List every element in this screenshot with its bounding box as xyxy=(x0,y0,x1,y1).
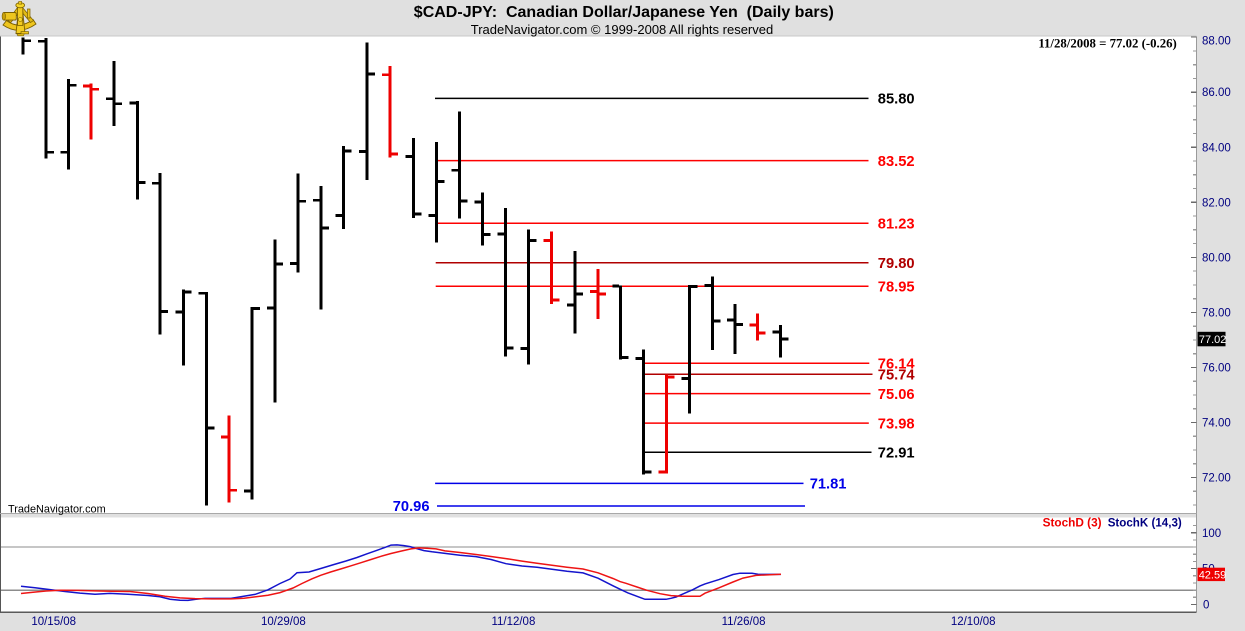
svg-text:70.96: 70.96 xyxy=(393,499,430,515)
svg-text:76.14: 76.14 xyxy=(878,357,916,373)
svg-text:88.00: 88.00 xyxy=(1202,36,1231,48)
svg-text:11/26/08: 11/26/08 xyxy=(722,616,766,628)
svg-text:0: 0 xyxy=(1203,600,1209,612)
svg-text:100: 100 xyxy=(1202,528,1221,540)
svg-text:71.81: 71.81 xyxy=(810,477,847,493)
svg-text:10/15/08: 10/15/08 xyxy=(31,616,76,628)
svg-text:72.91: 72.91 xyxy=(878,446,915,462)
svg-text:11/12/08: 11/12/08 xyxy=(491,616,535,628)
svg-text:$CAD-JPY: Canadian Dollar/Jap: $CAD-JPY: Canadian Dollar/Japanese Yen (… xyxy=(414,4,834,21)
svg-text:77.02: 77.02 xyxy=(1199,334,1227,346)
svg-text:42.59: 42.59 xyxy=(1199,569,1227,581)
svg-text:StochK (14,3): StochK (14,3) xyxy=(1108,516,1182,529)
svg-text:83.52: 83.52 xyxy=(878,154,915,170)
svg-text:79.80: 79.80 xyxy=(878,256,915,272)
svg-text:72.00: 72.00 xyxy=(1202,473,1231,485)
svg-text:78.00: 78.00 xyxy=(1202,307,1231,319)
svg-text:73.98: 73.98 xyxy=(878,416,915,432)
svg-text:81.23: 81.23 xyxy=(878,217,915,233)
svg-text:76.00: 76.00 xyxy=(1202,363,1231,375)
svg-text:10/29/08: 10/29/08 xyxy=(261,616,306,628)
svg-text:80.00: 80.00 xyxy=(1202,252,1231,264)
svg-text:84.00: 84.00 xyxy=(1202,142,1231,154)
svg-text:11/28/2008 = 77.02 (-0.26): 11/28/2008 = 77.02 (-0.26) xyxy=(1038,36,1176,50)
svg-text:74.00: 74.00 xyxy=(1202,418,1231,430)
svg-text:12/10/08: 12/10/08 xyxy=(951,616,996,628)
svg-text:TradeNavigator.com © 1999-2008: TradeNavigator.com © 1999-2008 All right… xyxy=(471,22,773,37)
svg-text:TradeNavigator.com: TradeNavigator.com xyxy=(8,503,106,515)
svg-text:StochD (3): StochD (3) xyxy=(1043,515,1102,529)
svg-text:75.74: 75.74 xyxy=(878,368,916,384)
svg-text:78.95: 78.95 xyxy=(878,279,915,295)
svg-text:86.00: 86.00 xyxy=(1202,87,1231,99)
svg-text:85.80: 85.80 xyxy=(878,92,915,108)
svg-text:75.06: 75.06 xyxy=(878,387,915,403)
svg-text:82.00: 82.00 xyxy=(1202,197,1231,209)
